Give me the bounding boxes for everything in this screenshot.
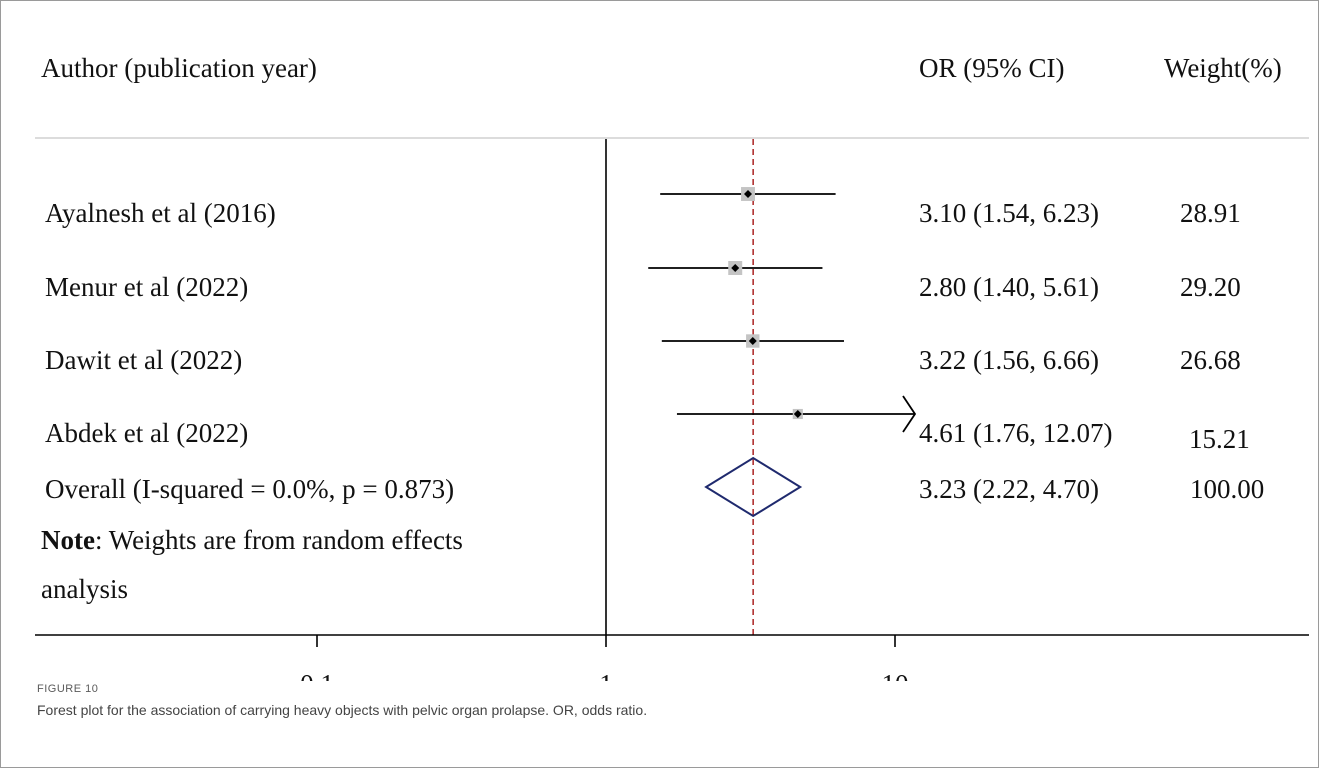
overall-row: Overall (I-squared = 0.0%, p = 0.873) 3.… xyxy=(45,456,1264,518)
study-row: Dawit et al (2022) 3.22 (1.56, 6.66) 26.68 xyxy=(45,334,1241,375)
figure-caption: Forest plot for the association of carry… xyxy=(37,702,648,718)
study-label: Menur et al (2022) xyxy=(45,272,248,302)
point-estimate xyxy=(731,264,740,272)
weight-column-header: Weight(%) xyxy=(1164,53,1282,83)
ci-truncation-arrow xyxy=(902,395,917,433)
overall-diamond xyxy=(704,456,803,518)
x-axis-ticks: 0.1 1 10 xyxy=(300,635,909,681)
note-bold: Note xyxy=(41,525,95,555)
point-estimate xyxy=(793,410,802,418)
x-tick-label: 10 xyxy=(882,669,909,681)
weights-note-line2: analysis xyxy=(41,574,128,604)
study-ci-text: 2.80 (1.40, 5.61) xyxy=(919,272,1099,302)
overall-ci-text: 3.23 (2.22, 4.70) xyxy=(919,474,1099,504)
overall-weight: 100.00 xyxy=(1190,474,1264,504)
x-tick-label: 1 xyxy=(599,669,613,681)
study-weight: 29.20 xyxy=(1180,272,1241,302)
study-weight: 15.21 xyxy=(1189,424,1250,454)
study-label: Dawit et al (2022) xyxy=(45,345,242,375)
study-ci-text: 3.10 (1.54, 6.23) xyxy=(919,198,1099,228)
study-label: Ayalnesh et al (2016) xyxy=(45,198,276,228)
study-weight: 26.68 xyxy=(1180,345,1241,375)
study-ci-text: 4.61 (1.76, 12.07) xyxy=(919,418,1112,448)
study-row: Ayalnesh et al (2016) 3.10 (1.54, 6.23) 28… xyxy=(45,187,1241,228)
note-line1: : Weights are from random effects xyxy=(95,525,463,555)
forest-plot: Author (publication year) OR (95% CI) We… xyxy=(35,53,1309,681)
point-estimate xyxy=(744,190,753,198)
study-ci-text: 3.22 (1.56, 6.66) xyxy=(919,345,1099,375)
figure-caption-tag: FIGURE 10 xyxy=(37,683,99,695)
study-rows: Ayalnesh et al (2016) 3.10 (1.54, 6.23) 28… xyxy=(45,187,1250,454)
point-estimate xyxy=(748,337,757,345)
weights-note: Note: Weights are from random effects xyxy=(41,525,463,555)
study-label: Abdek et al (2022) xyxy=(45,418,248,448)
study-column-header: Author (publication year) xyxy=(41,53,317,83)
x-tick-label: 0.1 xyxy=(300,669,334,681)
study-row: Abdek et al (2022) 4.61 (1.76, 12.07) 15.2… xyxy=(45,395,1250,454)
overall-label: Overall (I-squared = 0.0%, p = 0.873) xyxy=(45,474,454,504)
study-row: Menur et al (2022) 2.80 (1.40, 5.61) 29.20 xyxy=(45,261,1241,302)
study-weight: 28.91 xyxy=(1180,198,1241,228)
or-column-header: OR (95% CI) xyxy=(919,53,1064,83)
